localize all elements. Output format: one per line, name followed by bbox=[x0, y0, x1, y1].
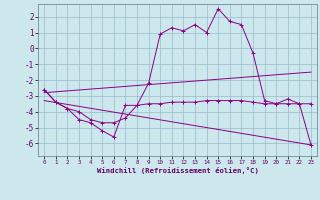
X-axis label: Windchill (Refroidissement éolien,°C): Windchill (Refroidissement éolien,°C) bbox=[97, 167, 259, 174]
